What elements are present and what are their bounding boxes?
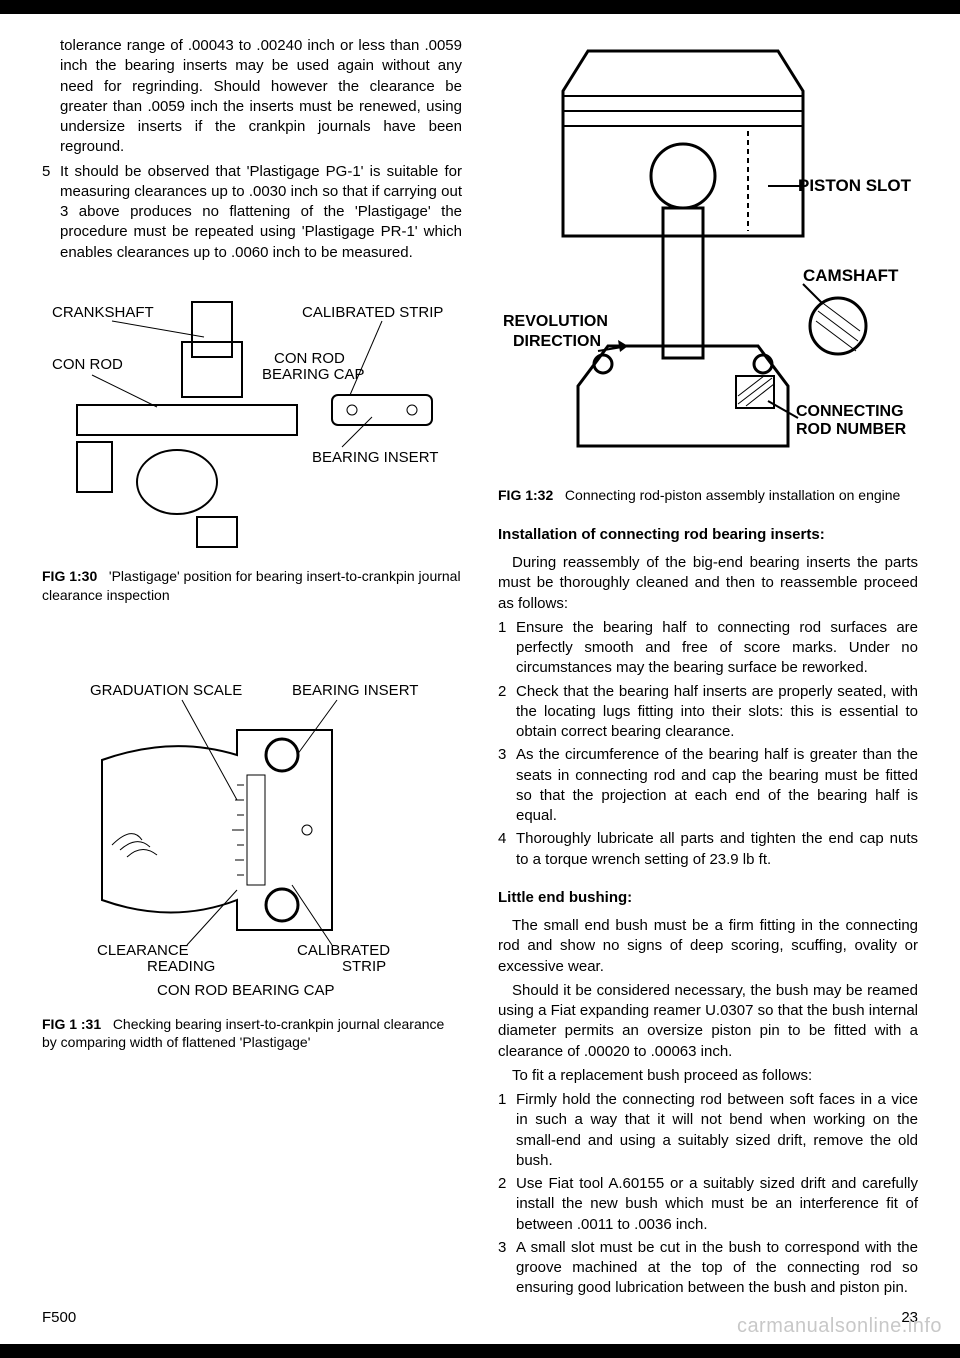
step2-1: 1 Firmly hold the connecting rod between… xyxy=(498,1090,918,1171)
right-para-1: During reassembly of the big-end bearing… xyxy=(498,553,918,614)
heading-little-end: Little end bushing: xyxy=(498,888,918,908)
fig-132-caption: FIG 1:32 Connecting rod-piston assembly … xyxy=(498,486,918,505)
label-rev1: REVOLUTION xyxy=(503,313,608,330)
step2-3: 3 A small slot must be cut in the bush t… xyxy=(498,1238,918,1299)
label-conrod1: CONNECTING xyxy=(796,403,904,420)
item5-number: 5 xyxy=(42,162,60,263)
item5-text: It should be observed that 'Plastigage P… xyxy=(60,162,462,263)
step1-1-text: Ensure the bearing half to connecting ro… xyxy=(516,618,918,679)
step1-3-text: As the circumference of the bearing half… xyxy=(516,745,918,826)
label-calibrated-strip: CALIBRATED STRIP xyxy=(302,304,443,321)
label-con-rod-cap-1: CON ROD xyxy=(274,350,345,367)
fig-130-caption-text: 'Plastigage' position for bearing insert… xyxy=(42,568,461,603)
top-black-bar xyxy=(0,0,960,14)
label-bearing-insert2: BEARING INSERT xyxy=(292,682,418,699)
fig-131-caption-text: Checking bearing insert-to-crankpin jour… xyxy=(42,1016,444,1051)
right-column: PISTON SLOT CAMSHAFT REVOLUTION DIRECTIO… xyxy=(498,36,918,1302)
fig-130-diagram: CRANKSHAFT CALIBRATED STRIP CON ROD CON … xyxy=(42,287,462,557)
step2-1-num: 1 xyxy=(498,1090,516,1171)
step1-3: 3 As the circumference of the bearing ha… xyxy=(498,745,918,826)
bottom-black-bar xyxy=(0,1344,960,1358)
step2-2: 2 Use Fiat tool A.60155 or a suitably si… xyxy=(498,1174,918,1235)
label-camshaft: CAMSHAFT xyxy=(803,266,899,285)
step2-2-text: Use Fiat tool A.60155 or a suitably size… xyxy=(516,1174,918,1235)
right-para-2b: Should it be considered necessary, the b… xyxy=(498,981,918,1062)
label-conrod2: ROD NUMBER xyxy=(796,421,907,438)
step1-2-num: 2 xyxy=(498,682,516,743)
footer-left: F500 xyxy=(42,1308,76,1328)
fig-130-caption: FIG 1:30 'Plastigage' position for beari… xyxy=(42,567,462,605)
fig-132-label: FIG 1:32 xyxy=(498,487,553,503)
label-crankshaft: CRANKSHAFT xyxy=(52,304,154,321)
label-calibrated: CALIBRATED xyxy=(297,942,390,959)
step2-3-text: A small slot must be cut in the bush to … xyxy=(516,1238,918,1299)
step1-1: 1 Ensure the bearing half to connecting … xyxy=(498,618,918,679)
step1-4-num: 4 xyxy=(498,829,516,870)
heading-installation: Installation of connecting rod bearing i… xyxy=(498,525,918,545)
step1-4: 4 Thoroughly lubricate all parts and tig… xyxy=(498,829,918,870)
fig-132-caption-text: Connecting rod-piston assembly installat… xyxy=(565,487,900,503)
label-rev2: DIRECTION xyxy=(513,333,601,350)
step1-2-text: Check that the bearing half inserts are … xyxy=(516,682,918,743)
step1-2: 2 Check that the bearing half inserts ar… xyxy=(498,682,918,743)
left-para-1: tolerance range of .00043 to .00240 inch… xyxy=(42,36,462,158)
right-para-2c: To fit a replacement bush proceed as fol… xyxy=(498,1066,918,1086)
label-con-rod: CON ROD xyxy=(52,356,123,373)
label-strip: STRIP xyxy=(342,958,386,975)
step1-4-text: Thoroughly lubricate all parts and tight… xyxy=(516,829,918,870)
label-piston-slot: PISTON SLOT xyxy=(798,176,912,195)
right-para-2a: The small end bush must be a firm fittin… xyxy=(498,916,918,977)
label-bearing-insert: BEARING INSERT xyxy=(312,449,438,466)
label-cap131: CON ROD BEARING CAP xyxy=(157,982,335,999)
fig-131-diagram: GRADUATION SCALE BEARING INSERT CLEARANC… xyxy=(42,675,462,1005)
label-clearance: CLEARANCE xyxy=(97,942,189,959)
fig-130-label: FIG 1:30 xyxy=(42,568,97,584)
fig-131-caption: FIG 1 :31 Checking bearing insert-to-cra… xyxy=(42,1015,462,1053)
step2-1-text: Firmly hold the connecting rod between s… xyxy=(516,1090,918,1171)
watermark: carmanualsonline.info xyxy=(737,1313,942,1340)
left-item-5: 5 It should be observed that 'Plastigage… xyxy=(42,162,462,263)
step1-1-num: 1 xyxy=(498,618,516,679)
fig-132-diagram: PISTON SLOT CAMSHAFT REVOLUTION DIRECTIO… xyxy=(498,36,918,476)
label-reading: READING xyxy=(147,958,215,975)
step2-3-num: 3 xyxy=(498,1238,516,1299)
left-column: tolerance range of .00043 to .00240 inch… xyxy=(42,36,462,1302)
label-graduation-scale: GRADUATION SCALE xyxy=(90,682,242,699)
two-column-layout: tolerance range of .00043 to .00240 inch… xyxy=(42,36,918,1302)
step2-2-num: 2 xyxy=(498,1174,516,1235)
label-con-rod-cap-2: BEARING CAP xyxy=(262,366,365,383)
step1-3-num: 3 xyxy=(498,745,516,826)
fig-131-label: FIG 1 :31 xyxy=(42,1016,101,1032)
